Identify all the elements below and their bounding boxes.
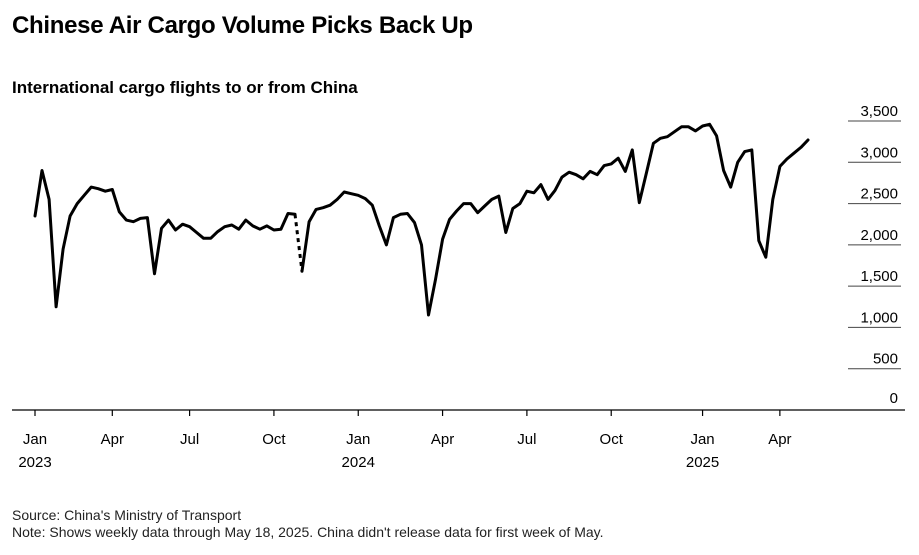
x-tick-label: Apr <box>431 431 454 448</box>
x-tick-label: Jan <box>23 431 47 448</box>
x-tick-label: Jan <box>690 431 714 448</box>
data-note: Note: Shows weekly data through May 18, … <box>12 524 604 540</box>
x-tick-label: Jul <box>180 431 199 448</box>
y-tick-label: 500 <box>873 351 898 368</box>
y-tick-label: 1,500 <box>860 268 898 285</box>
y-tick-label: 3,500 <box>860 103 898 120</box>
y-tick-label: 3,000 <box>860 144 898 161</box>
chart-title: Chinese Air Cargo Volume Picks Back Up <box>12 12 473 39</box>
x-tick-label: Oct <box>262 431 286 448</box>
chart-footer: Source: China's Ministry of Transport No… <box>12 507 604 541</box>
x-tick-label: Apr <box>101 431 124 448</box>
series-line <box>300 122 810 317</box>
y-tick-label: 0 <box>890 390 898 407</box>
y-tick-label: 2,000 <box>860 227 898 244</box>
y-tick-label: 2,500 <box>860 186 898 203</box>
series-line-gap-dashed <box>293 214 304 272</box>
x-tick-label: Oct <box>600 431 624 448</box>
x-tick-year-label: 2023 <box>18 454 51 471</box>
x-tick-label: Jul <box>517 431 536 448</box>
x-tick-year-label: 2024 <box>342 454 375 471</box>
x-tick-label: Jan <box>346 431 370 448</box>
y-tick-label: 1,000 <box>860 309 898 326</box>
series-line <box>33 169 297 309</box>
x-tick-label: Apr <box>768 431 791 448</box>
chart-subtitle: International cargo flights to or from C… <box>12 78 358 97</box>
x-tick-year-label: 2025 <box>686 454 719 471</box>
source-note: Source: China's Ministry of Transport <box>12 507 242 523</box>
